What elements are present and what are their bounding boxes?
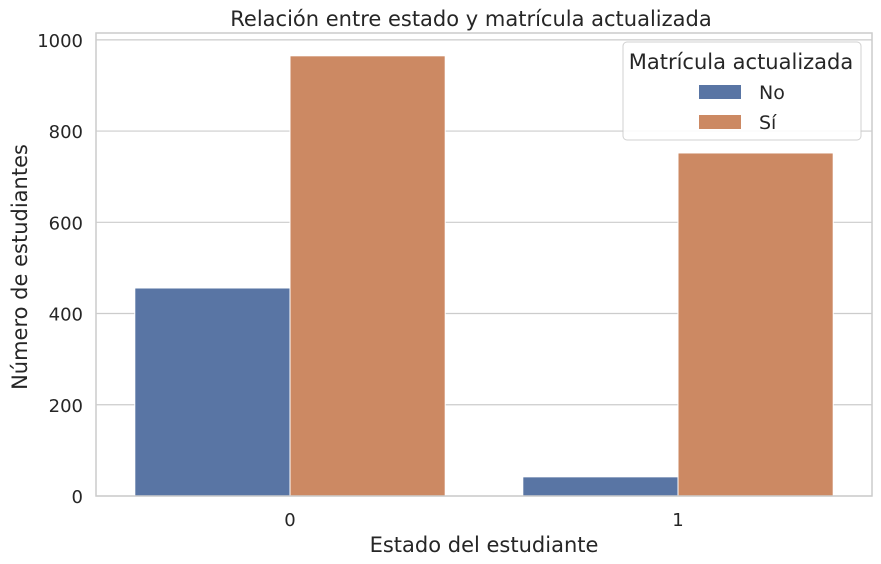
y-tick-label: 0: [72, 487, 83, 508]
legend-label-no: No: [759, 82, 785, 104]
y-tick-label: 600: [49, 213, 83, 234]
legend: Matrícula actualizada No Sí: [622, 41, 862, 141]
y-tick-label: 800: [49, 122, 83, 143]
legend-swatch-si: [699, 115, 741, 129]
bar-1-si: [677, 152, 834, 497]
bar-0-no: [134, 287, 291, 497]
bar-0-si: [289, 55, 446, 497]
x-tick-label: 1: [672, 510, 683, 531]
chart-title: Relación entre estado y matrícula actual…: [230, 7, 711, 31]
x-axis-title: Estado del estudiante: [370, 533, 599, 557]
y-axis-title: Número de estudiantes: [8, 144, 32, 390]
bar-1-no: [522, 476, 679, 497]
y-tick-label: 400: [49, 305, 83, 326]
y-tick-labels: 0 200 400 600 800 1000: [37, 31, 83, 508]
plot-frame: [95, 32, 873, 497]
legend-label-si: Sí: [759, 112, 777, 134]
x-tick-label: 0: [284, 510, 295, 531]
legend-title: Matrícula actualizada: [629, 50, 854, 74]
y-tick-label: 1000: [37, 31, 83, 52]
bars: [134, 55, 834, 497]
legend-box: [622, 41, 862, 141]
legend-swatch-no: [699, 85, 741, 99]
y-tick-label: 200: [49, 396, 83, 417]
